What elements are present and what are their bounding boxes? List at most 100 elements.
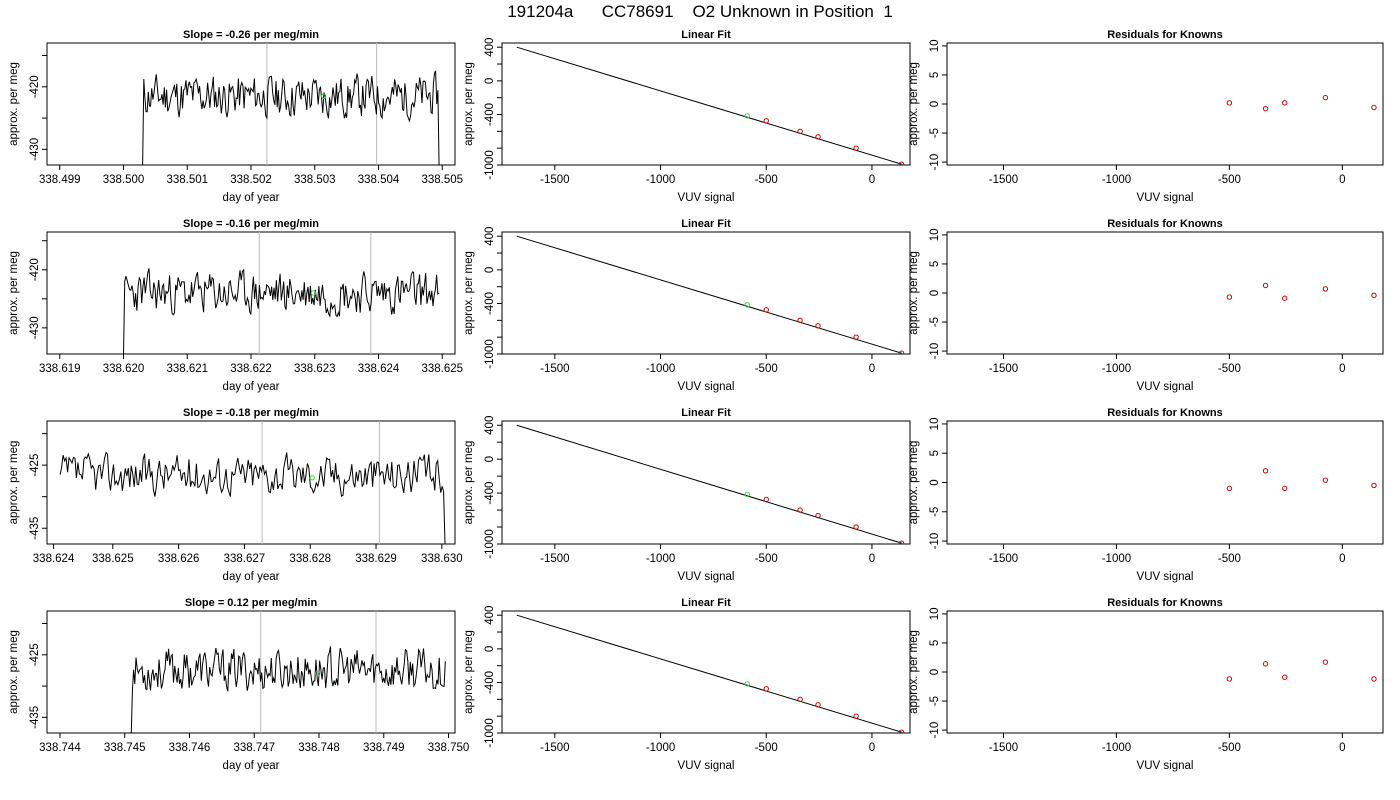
y-tick-label: -5 (929, 317, 941, 327)
x-tick-label: -1500 (540, 742, 569, 754)
known-point (1262, 282, 1269, 289)
x-tick-label: 338.620 (103, 363, 145, 375)
y-axis-label: approx. per meg (908, 441, 920, 525)
x-tick-label: 338.503 (294, 174, 336, 186)
plot-frame (501, 231, 911, 355)
y-axis-label: approx. per meg (8, 62, 20, 146)
panel-lf2: Linear Fit-1500 -1000 -500 04000-400-1000VU… (463, 218, 911, 393)
known-point (1371, 292, 1377, 299)
known-point (1226, 100, 1233, 106)
x-tick-label: 338.499 (39, 174, 81, 186)
x-tick-label: 338.621 (166, 363, 208, 375)
x-axis-label: VUV signal (1137, 192, 1194, 204)
known-point (1322, 94, 1329, 101)
x-tick-label: -1000 (646, 363, 675, 375)
plot-frame (501, 610, 911, 734)
x-axis-label: day of year (223, 760, 280, 772)
y-tick-label: -400 (484, 292, 496, 315)
y-axis-label: approx. per meg (463, 630, 475, 714)
y-tick-label: -400 (484, 671, 496, 694)
panel-ts3: Slope = -0.18 per meg/min 338.624 338.625 3… (8, 407, 463, 583)
x-tick-label: -1000 (1102, 742, 1131, 754)
known-point (763, 118, 769, 124)
y-tick-label: 400 (484, 227, 496, 246)
x-tick-label: -1000 (1102, 174, 1131, 186)
known-point (1371, 676, 1377, 682)
panel-lf4: Linear Fit-1500 -1000 -500 04000-400-1000VU… (463, 597, 911, 772)
known-point (763, 496, 769, 503)
known-point (853, 334, 859, 340)
panel-lf1: Linear Fit-1500 -1000 -500 04000-400-1000VU… (463, 29, 911, 204)
y-tick-label: -1000 (484, 150, 496, 179)
y-axis-label: approx. per meg (908, 251, 920, 335)
x-axis-label: day of year (223, 381, 280, 393)
plot-frame (46, 610, 456, 734)
x-tick-label: 338.504 (358, 174, 400, 186)
y-tick-label: 5 (929, 72, 941, 78)
unknown-marker (309, 475, 315, 481)
x-tick-label: 0 (1339, 174, 1345, 186)
plot-area (1226, 659, 1377, 682)
y-tick-label: 0 (929, 101, 941, 107)
plot-frame (946, 42, 1384, 166)
plot-frame (46, 42, 456, 166)
known-point (1262, 661, 1269, 667)
plot-area (1226, 94, 1377, 112)
x-tick-label: -500 (755, 553, 778, 565)
known-point (1262, 468, 1269, 474)
y-tick-label: -430 (29, 138, 41, 161)
y-tick-label: -10 (929, 722, 941, 739)
plot-area (516, 46, 905, 165)
plot-area (516, 424, 905, 544)
x-tick-label: 338.502 (230, 174, 272, 186)
y-tick-label: 400 (484, 38, 496, 57)
time-series-line (59, 451, 446, 544)
x-tick-label: 338.619 (39, 363, 81, 375)
y-tick-label: -400 (484, 103, 496, 126)
x-axis-label: VUV signal (678, 381, 735, 393)
y-axis-label: approx. per meg (463, 62, 475, 146)
y-axis-label: approx. per meg (8, 251, 20, 335)
known-point (898, 350, 905, 354)
known-point (1322, 477, 1329, 483)
plot-frame (946, 420, 1384, 545)
x-tick-label: 0 (1339, 553, 1345, 565)
panel-title: Residuals for Knowns (1107, 597, 1223, 609)
y-tick-label: -1000 (484, 718, 496, 747)
y-axis-label: approx. per meg (908, 630, 920, 714)
x-tick-label: -500 (1218, 742, 1241, 754)
known-point (763, 686, 769, 692)
y-tick-label: -1000 (484, 529, 496, 558)
plot-area (59, 421, 446, 544)
panel-res4: Residuals for Knowns -1500 -1000 -500 0 10 5 0 -… (908, 597, 1384, 772)
y-tick-label: -1000 (484, 339, 496, 368)
plot-area (516, 235, 905, 354)
plot-area (130, 611, 446, 733)
x-tick-label: -1500 (540, 174, 569, 186)
x-tick-label: -1000 (1102, 553, 1131, 565)
x-tick-label: -500 (755, 363, 778, 375)
y-axis-label: approx. per meg (463, 251, 475, 335)
fit-line (516, 46, 902, 165)
plot-frame (501, 420, 911, 545)
y-axis-label: approx. per meg (463, 441, 475, 525)
y-tick-label: 10 (929, 418, 941, 431)
plot-area (1226, 468, 1377, 492)
known-point (815, 702, 821, 708)
known-point (1371, 482, 1377, 489)
x-tick-label: 338.625 (421, 363, 463, 375)
known-point (1226, 485, 1233, 492)
known-point (797, 128, 803, 135)
y-axis-label: approx. per meg (908, 62, 920, 146)
panel-title: Slope = -0.18 per meg/min (183, 407, 319, 419)
x-tick-label: 338.750 (428, 742, 470, 754)
x-tick-label: 338.622 (230, 363, 272, 375)
known-point (853, 713, 859, 719)
y-tick-label: 0 (484, 456, 496, 462)
panel-title: Linear Fit (681, 29, 731, 41)
panel-ts4: Slope = 0.12 per meg/min 338.744 338.745 33… (8, 597, 469, 772)
y-axis-label: approx. per meg (8, 630, 20, 714)
y-tick-label: 5 (929, 450, 941, 456)
panel-lf3: Linear Fit-1500 -1000 -500 04000-400-1000VU… (463, 407, 911, 583)
known-point (898, 729, 905, 733)
